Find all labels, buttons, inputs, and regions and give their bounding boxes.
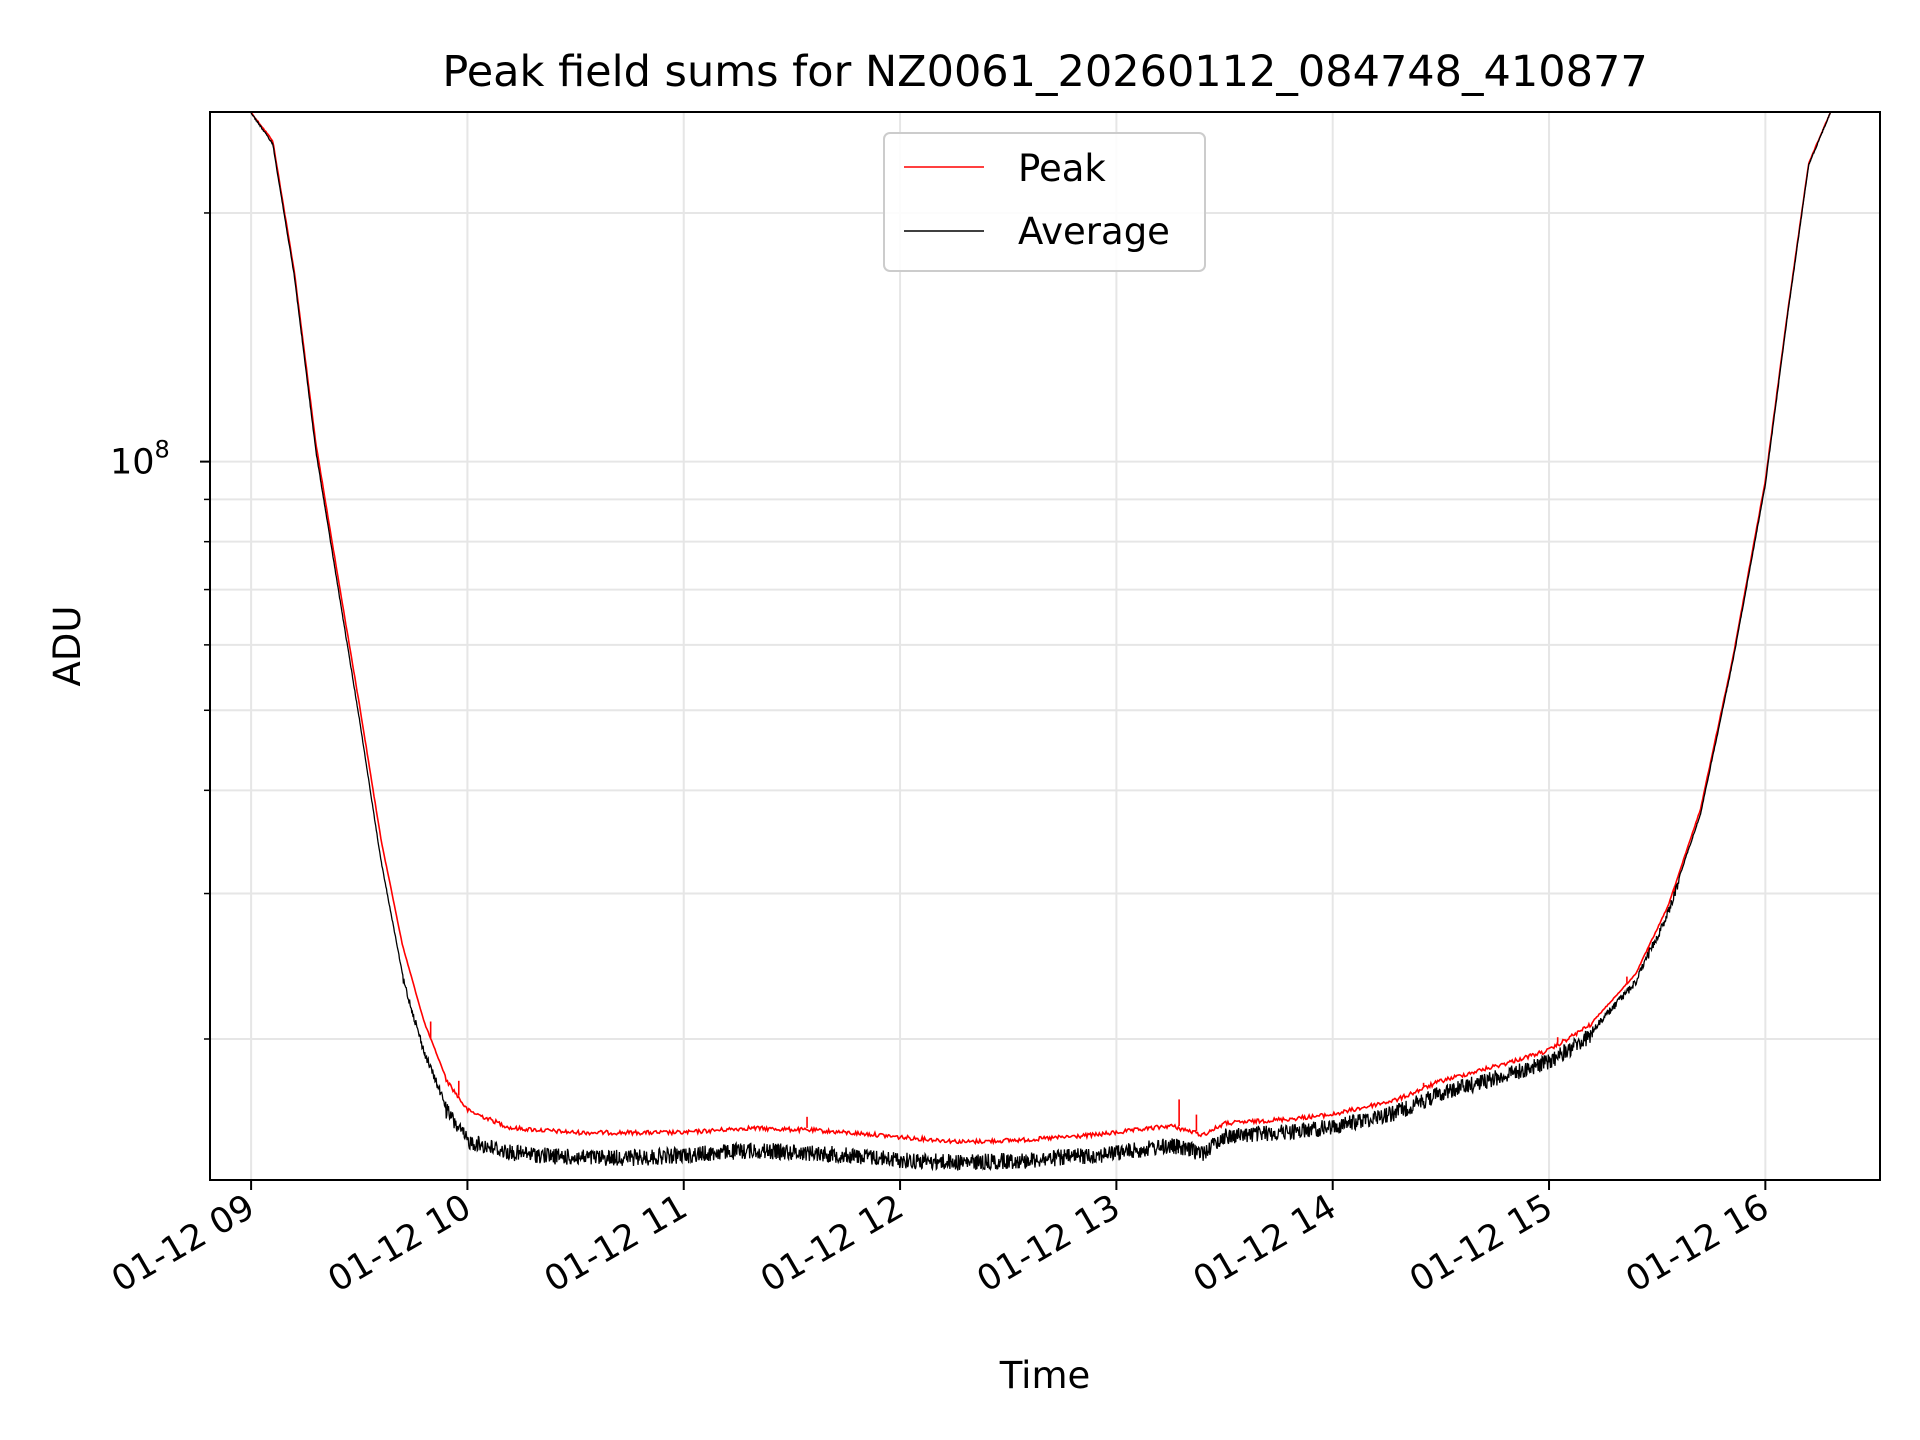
y-tick-label-exponent: 8	[155, 436, 170, 464]
grid-layer	[210, 112, 1880, 1180]
x-tick-label: 01-12 10	[322, 1187, 478, 1300]
x-tick-label: 01-12 15	[1403, 1187, 1559, 1300]
legend: Peak Average	[883, 132, 1206, 272]
x-tick-label: 01-12 09	[105, 1187, 261, 1300]
y-axis-label: ADU	[46, 606, 89, 687]
x-tick-label: 01-12 13	[971, 1187, 1127, 1300]
series-average-line	[250, 112, 1831, 1172]
x-tick-label: 01-12 12	[754, 1187, 910, 1300]
x-axis-ticks: 01-12 09 01-12 10 01-12 11 01-12 12 01-12 13…	[105, 1180, 1776, 1300]
x-tick-label: 01-12 16	[1620, 1187, 1776, 1300]
legend-label-average: Average	[1018, 210, 1170, 253]
plot-frame	[209, 111, 1881, 1181]
chart-title: Peak field sums for NZ0061_20260112_0847…	[442, 47, 1647, 97]
y-tick-label-base: 10	[110, 443, 155, 483]
series-peak-line	[250, 112, 1831, 1146]
y-tick-label-1e8: 108	[110, 436, 170, 483]
legend-label-peak: Peak	[1018, 147, 1106, 190]
y-axis-ticks	[200, 212, 210, 1040]
series-layer	[250, 112, 1831, 1172]
x-axis-label: Time	[999, 1354, 1091, 1397]
x-tick-label: 01-12 11	[538, 1187, 694, 1300]
x-tick-label: 01-12 14	[1187, 1187, 1343, 1300]
